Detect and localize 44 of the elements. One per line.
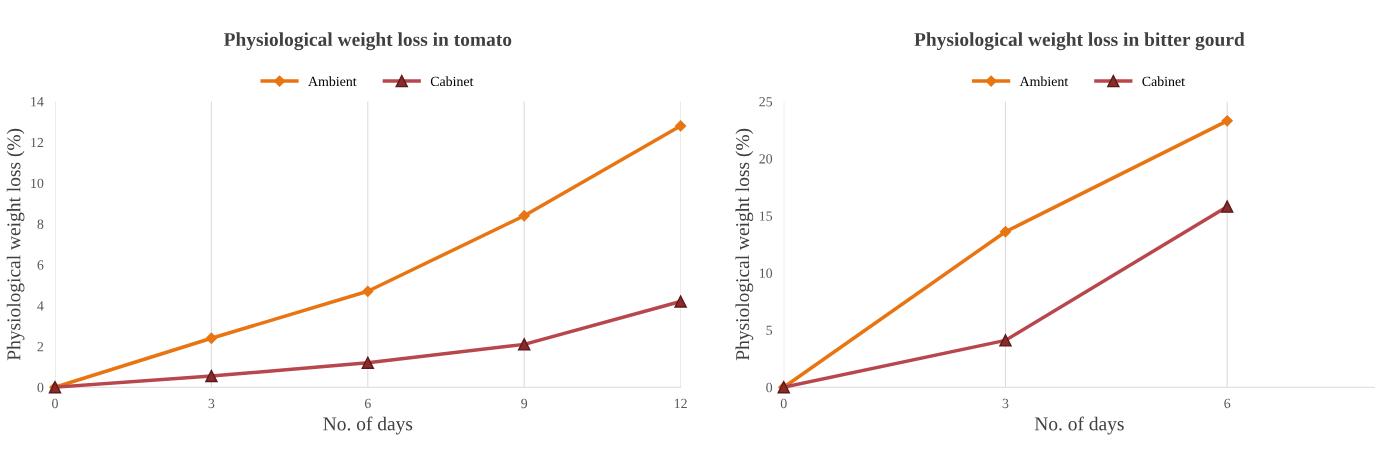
- point: [205, 369, 218, 383]
- point: [999, 226, 1012, 238]
- x-tick-label: 0: [52, 398, 58, 409]
- point: [518, 210, 530, 222]
- chart-title: Physiological weight loss in tomato: [223, 32, 512, 51]
- x-tick-label: 6: [1224, 398, 1231, 409]
- x-axis-title: No. of days: [1034, 416, 1124, 435]
- legend-label: Cabinet: [1142, 76, 1185, 87]
- y-tick-label: 14: [31, 97, 44, 107]
- x-tick-label: 6: [364, 398, 371, 409]
- point: [361, 356, 375, 369]
- y-tick-label: 12: [31, 137, 44, 148]
- y-tick-label: 10: [759, 268, 773, 278]
- chart-title: Physiological weight loss in bitter gourd: [914, 32, 1245, 51]
- x-tick-label: 12: [674, 398, 687, 408]
- point: [674, 295, 687, 308]
- y-tick-label: 15: [759, 211, 773, 221]
- y-tick-label: 2: [37, 342, 44, 352]
- y-tick-label: 6: [37, 260, 44, 270]
- y-axis-title: Physiological weight loss (%): [735, 128, 754, 361]
- legend-label: Ambient: [308, 76, 357, 87]
- y-tick-label: 0: [37, 382, 44, 393]
- y-tick-label: 20: [759, 154, 773, 164]
- y-axis-title: Physiological weight loss (%): [6, 128, 25, 361]
- y-tick-label: 25: [759, 97, 773, 107]
- x-tick-label: 3: [1002, 398, 1009, 409]
- x-tick-label: 3: [208, 398, 215, 409]
- point: [362, 285, 374, 297]
- point: [1221, 115, 1233, 127]
- point: [205, 332, 218, 344]
- y-tick-label: 5: [766, 325, 773, 336]
- y-tick-label: 4: [37, 301, 44, 311]
- x-axis-title: No. of days: [323, 416, 413, 435]
- point: [675, 120, 687, 132]
- y-tick-label: 10: [31, 178, 44, 189]
- legend-label: Cabinet: [430, 76, 474, 87]
- x-tick-label: 9: [521, 398, 528, 409]
- y-tick-label: 8: [37, 219, 44, 229]
- point: [517, 338, 531, 351]
- legend-label: Ambient: [1019, 76, 1069, 87]
- x-tick-label: 0: [780, 398, 787, 409]
- point: [999, 334, 1012, 347]
- y-tick-label: 0: [766, 382, 773, 393]
- point: [1220, 200, 1234, 213]
